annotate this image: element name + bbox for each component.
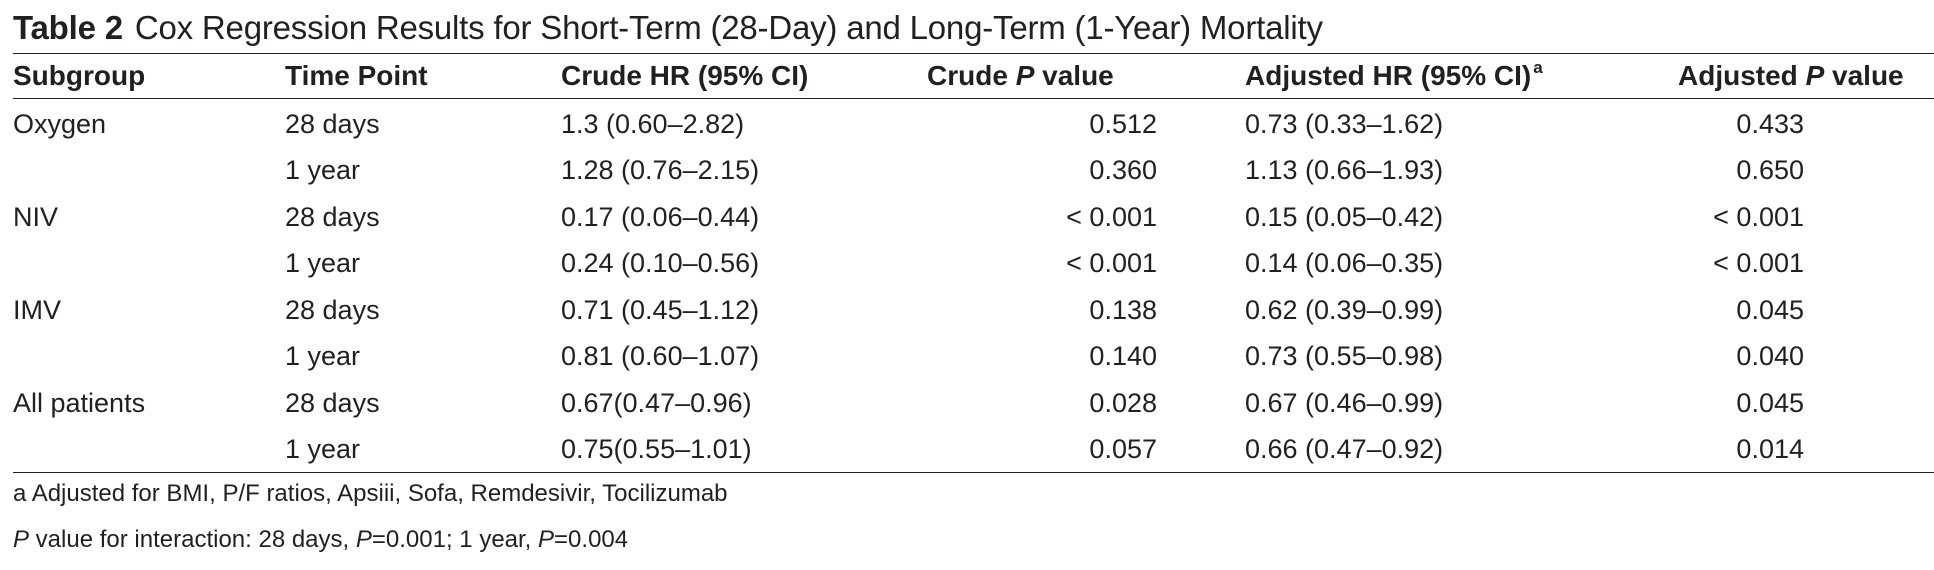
cell-crude-hr: 0.24 (0.10–0.56) <box>561 248 760 279</box>
cell-crude-hr: 1.28 (0.76–2.15) <box>561 155 760 186</box>
cell-adjusted-p: 0.433 <box>1736 108 1804 139</box>
header-adjusted-p-value: Adjusted P value <box>1678 60 1904 91</box>
cell-crude-hr: 0.75(0.55–1.01) <box>561 434 752 465</box>
header-adjusted-hr: Adjusted HR (95% CI) a <box>1245 58 1543 91</box>
cell-adjusted-hr: 0.73 (0.33–1.62) <box>1245 108 1444 139</box>
cell-crude-hr: 0.81 (0.60–1.07) <box>561 341 760 372</box>
cell-adjusted-p: 0.650 <box>1736 155 1804 186</box>
cell-time-point: 28 days <box>285 201 380 232</box>
cell-adjusted-hr: 0.67 (0.46–0.99) <box>1245 387 1444 418</box>
cell-adjusted-p: 0.040 <box>1736 341 1804 372</box>
table-row: 1 year 0.24 (0.10–0.56) < 0.001 0.14 (0.… <box>13 241 1934 288</box>
header-crude-p-value: Crude P value <box>927 60 1114 91</box>
cell-subgroup <box>13 241 285 288</box>
cell-crude-p: 0.138 <box>1089 294 1157 325</box>
cell-adjusted-p: 0.045 <box>1736 387 1804 418</box>
cell-time-point: 28 days <box>285 294 380 325</box>
cell-adjusted-hr: 0.66 (0.47–0.92) <box>1245 434 1444 465</box>
header-row: Subgroup Time Point Crude HR (95% CI) Cr… <box>13 53 1934 99</box>
cell-subgroup: All patients <box>13 387 146 418</box>
cell-adjusted-hr: 0.15 (0.05–0.42) <box>1245 201 1444 232</box>
header-crude-hr: Crude HR (95% CI) <box>561 60 809 91</box>
cell-adjusted-hr: 0.62 (0.39–0.99) <box>1245 294 1444 325</box>
footnote-adjusted: a Adjusted for BMI, P/F ratios, Apsiii, … <box>13 480 728 507</box>
cell-subgroup: NIV <box>13 201 59 232</box>
table-row: IMV 28 days 0.71 (0.45–1.12) 0.138 0.62 … <box>13 287 1934 334</box>
cell-crude-hr: 0.71 (0.45–1.12) <box>561 294 760 325</box>
cell-time-point: 1 year <box>285 341 361 372</box>
cell-time-point: 28 days <box>285 108 380 139</box>
table-row: Oxygen 28 days 1.3 (0.60–2.82) 0.512 0.7… <box>13 99 1934 148</box>
cell-adjusted-hr: 1.13 (0.66–1.93) <box>1245 155 1444 186</box>
table-row: 1 year 1.28 (0.76–2.15) 0.360 1.13 (0.66… <box>13 148 1934 195</box>
cell-time-point: 1 year <box>285 155 361 186</box>
cell-crude-p: 0.360 <box>1089 155 1157 186</box>
cell-crude-p: 0.057 <box>1089 434 1157 465</box>
cell-crude-hr: 0.17 (0.06–0.44) <box>561 201 760 232</box>
header-rule <box>13 98 1934 99</box>
table-row: All patients 28 days 0.67(0.47–0.96) 0.0… <box>13 380 1934 427</box>
cell-subgroup: IMV <box>13 294 62 325</box>
cell-crude-p: < 0.001 <box>1066 248 1157 279</box>
cell-crude-p: 0.512 <box>1089 108 1157 139</box>
cell-crude-hr: 0.67(0.47–0.96) <box>561 387 752 418</box>
cell-time-point: 1 year <box>285 434 361 465</box>
cell-time-point: 28 days <box>285 387 380 418</box>
table-row: 1 year 0.75(0.55–1.01) 0.057 0.66 (0.47–… <box>13 427 1934 474</box>
table-row: 1 year 0.81 (0.60–1.07) 0.140 0.73 (0.55… <box>13 334 1934 381</box>
footnote-interaction: P value for interaction: 28 days, P=0.00… <box>13 526 629 553</box>
table-caption: Table 2 Cox Regression Results for Short-… <box>13 6 1323 50</box>
cell-crude-p: 0.028 <box>1089 387 1157 418</box>
cell-adjusted-hr: 0.73 (0.55–0.98) <box>1245 341 1444 372</box>
cell-subgroup <box>13 148 285 195</box>
header-subgroup: Subgroup <box>13 60 146 91</box>
cell-crude-p: 0.140 <box>1089 341 1157 372</box>
cell-adjusted-p: < 0.001 <box>1713 248 1804 279</box>
top-rule <box>13 53 1934 54</box>
cox-regression-table: Subgroup Time Point Crude HR (95% CI) Cr… <box>13 53 1934 473</box>
cell-time-point: 1 year <box>285 248 361 279</box>
table-title: Cox Regression Results for Short-Term (2… <box>134 9 1323 46</box>
cell-crude-hr: 1.3 (0.60–2.82) <box>561 108 745 139</box>
table-row: NIV 28 days 0.17 (0.06–0.44) < 0.001 0.1… <box>13 194 1934 241</box>
header-time-point: Time Point <box>285 60 428 91</box>
table-label: Table 2 <box>13 9 123 46</box>
cell-subgroup: Oxygen <box>13 108 107 139</box>
bottom-rule <box>13 472 1934 473</box>
cell-adjusted-p: < 0.001 <box>1713 201 1804 232</box>
cell-crude-p: < 0.001 <box>1066 201 1157 232</box>
cell-adjusted-hr: 0.14 (0.06–0.35) <box>1245 248 1444 279</box>
cell-subgroup <box>13 427 285 474</box>
cell-subgroup <box>13 334 285 381</box>
cell-adjusted-p: 0.014 <box>1736 434 1804 465</box>
footnote-marker: a <box>1533 58 1543 77</box>
cell-adjusted-p: 0.045 <box>1736 294 1804 325</box>
